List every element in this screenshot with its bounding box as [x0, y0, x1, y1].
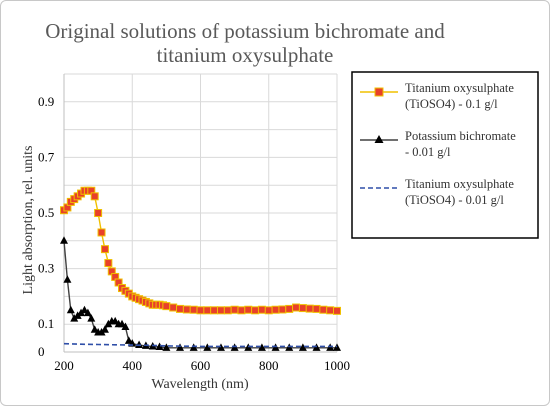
data-point-square: [189, 305, 198, 314]
data-point-square: [251, 306, 260, 315]
data-point-triangle: [63, 275, 72, 283]
data-point-triangle: [216, 343, 225, 351]
data-point-square: [292, 303, 301, 312]
x-axis-label: Wavelength (nm): [151, 377, 249, 392]
chart-tick-labels: 200 400 600 800 1000 0 0.1 0.3 0.5 0.7 0.9: [38, 94, 350, 373]
x-tick-label: 400: [123, 358, 143, 373]
data-point-square: [271, 305, 280, 314]
data-point-square: [100, 245, 109, 254]
data-point-square: [257, 305, 266, 314]
y-axis-label: Light absorption, rel. units: [21, 146, 36, 295]
x-tick-label: 1000: [324, 358, 350, 373]
data-point-square: [230, 305, 239, 314]
data-point-square: [298, 304, 307, 313]
data-point-triangle: [203, 343, 212, 351]
data-point-square: [333, 306, 341, 315]
legend-label: (TiOSO4) - 0.01 g/l: [405, 193, 504, 207]
y-tick-label: 0.3: [38, 261, 54, 276]
data-point-triangle: [176, 343, 185, 351]
data-point-square: [312, 304, 321, 313]
data-point-triangle: [87, 314, 96, 322]
y-tick-label: 0.7: [38, 149, 55, 164]
x-tick-label: 200: [54, 358, 74, 373]
data-point-square: [169, 303, 178, 312]
data-point-square: [203, 306, 212, 315]
data-point-square: [305, 304, 314, 313]
data-point-triangle: [60, 236, 68, 244]
legend-marker-square: [374, 87, 384, 97]
data-point-square: [285, 304, 294, 313]
data-point-square: [278, 305, 287, 314]
chart-grid: [63, 73, 338, 353]
series-line-3: [63, 342, 337, 348]
data-point-square: [182, 305, 191, 314]
data-point-square: [237, 306, 246, 315]
data-point-square: [162, 302, 171, 311]
y-tick-label: 0.9: [38, 94, 54, 109]
legend-label: Potassium bichromate: [405, 129, 516, 143]
y-tick-label: 0: [38, 344, 45, 359]
chart-plot-area: [60, 186, 341, 351]
data-point-square: [326, 306, 335, 315]
data-point-triangle: [135, 340, 144, 349]
data-point-square: [319, 305, 328, 314]
data-point-triangle: [162, 343, 171, 351]
data-point-triangle: [257, 343, 266, 351]
chart-legend: Titanium oxysulphate (TiOSO4) - 0.1 g/l Po…: [351, 71, 539, 239]
data-point-square: [104, 259, 113, 268]
data-point-triangle: [100, 325, 109, 333]
y-tick-label: 0.5: [38, 205, 54, 220]
data-point-triangle: [155, 342, 164, 350]
data-point-triangle: [66, 305, 75, 314]
data-point-square: [264, 306, 273, 315]
data-point-square: [223, 306, 232, 315]
data-point-square: [90, 192, 99, 201]
chart-title-line-1: Original solutions of potassium bichroma…: [45, 19, 445, 43]
chart-title-line-2: titanium oxysulphate: [157, 43, 334, 67]
data-point-square: [97, 228, 106, 237]
legend-label: (TiOSO4) - 0.1 g/l: [405, 97, 498, 111]
y-tick-label: 0.1: [38, 316, 54, 331]
data-point-square: [244, 305, 253, 314]
x-tick-label: 800: [259, 358, 279, 373]
legend-box: [351, 71, 539, 239]
data-point-triangle: [298, 343, 307, 351]
legend-marker-triangle: [374, 135, 384, 143]
legend-label: - 0.01 g/l: [405, 145, 451, 159]
data-point-triangle: [121, 322, 130, 330]
data-point-square: [216, 306, 225, 315]
data-point-square: [94, 209, 103, 217]
x-tick-label: 600: [191, 358, 211, 373]
data-point-square: [210, 306, 219, 315]
data-point-triangle: [83, 308, 92, 317]
legend-label: Titanium oxysulphate: [405, 177, 514, 191]
legend-label: Titanium oxysulphate: [405, 81, 514, 95]
data-point-square: [176, 304, 185, 313]
data-point-square: [196, 306, 205, 315]
